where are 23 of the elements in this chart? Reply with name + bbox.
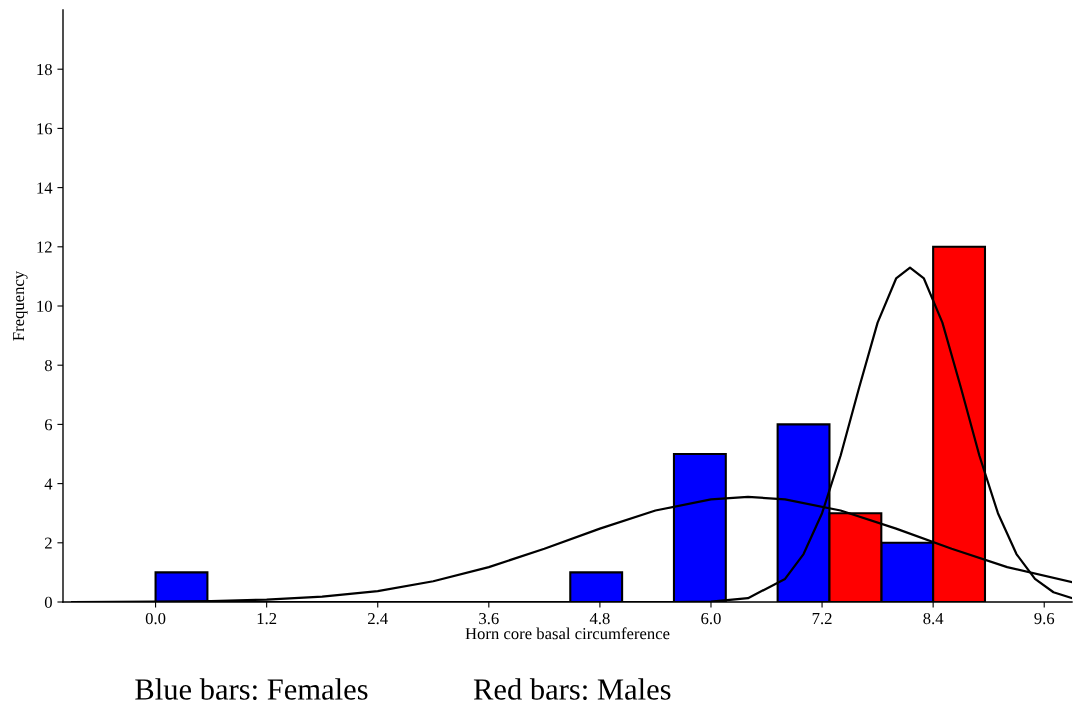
y-tick-label: 14 [37, 182, 53, 194]
x-tick-label: 0.0 [145, 612, 166, 625]
y-tick-label: 8 [44, 359, 52, 372]
y-tick-label: 2 [44, 537, 52, 549]
y-tick-label: 18 [37, 63, 52, 76]
x-tick-label: 1.2 [257, 612, 277, 625]
x-tick-label: 8.4 [923, 612, 944, 625]
x-axis-title: Horn core basal circumference [465, 627, 670, 640]
y-tick-label: 0 [44, 596, 52, 608]
y-tick-label: 12 [37, 241, 52, 253]
x-tick-label: 4.8 [589, 612, 610, 625]
x-tick-label: 2.4 [368, 612, 388, 625]
x-tick-label: 9.6 [1034, 612, 1055, 625]
y-tick-label: 6 [44, 419, 53, 431]
x-tick-label: 7.2 [812, 612, 832, 625]
text: Blue bars: Females [135, 678, 368, 700]
x-tick-label: 3.6 [479, 612, 499, 625]
y-tick-label: 4 [44, 478, 53, 490]
y-tick-label: 10 [37, 300, 52, 312]
y-axis-title: Frequency [13, 270, 28, 341]
y-tick-label: 16 [37, 123, 53, 135]
text: Red bars: Males [473, 678, 671, 700]
x-tick-label: 6.0 [701, 612, 721, 625]
